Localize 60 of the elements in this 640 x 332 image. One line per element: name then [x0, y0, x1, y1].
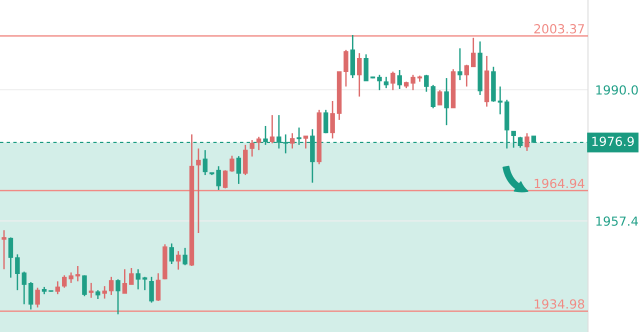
- candlestick: [176, 250, 181, 270]
- candlestick: [470, 37, 476, 68]
- candlestick: [344, 49, 348, 88]
- candlestick: [410, 74, 416, 91]
- candlestick: [62, 274, 67, 288]
- ref-line-label: 1964.94: [534, 178, 584, 188]
- candlestick: [122, 268, 128, 294]
- candlestick: [384, 76, 389, 89]
- ref-line-label: 2003.37: [534, 24, 584, 34]
- candlestick: [88, 282, 94, 298]
- candlestick: [108, 276, 114, 296]
- candlestick: [22, 270, 26, 305]
- y-tick-label: 1990.0: [596, 85, 638, 95]
- candlestick: [290, 132, 295, 150]
- candlestick: [230, 155, 234, 173]
- candlestick: [102, 285, 107, 300]
- candlestick: [330, 100, 335, 140]
- y-tick-label: 1957.4: [596, 216, 638, 226]
- candlestick: [256, 136, 262, 151]
- candlestick: [75, 265, 80, 282]
- candlestick: [182, 247, 188, 266]
- candlestick: [444, 77, 449, 126]
- ref-line-label: 1976.9: [592, 136, 634, 146]
- candlestick: [498, 86, 503, 115]
- candlestick: [156, 272, 161, 302]
- ref-line-label: 1934.98: [534, 299, 584, 309]
- candlestick: [437, 89, 442, 106]
- candlestick: [243, 144, 248, 176]
- candlestick: [202, 149, 208, 176]
- candlestick: [149, 276, 154, 304]
- candlestick: [136, 268, 140, 290]
- candlestick: [524, 132, 530, 152]
- candlestick: [303, 135, 308, 150]
- candlestick: [390, 70, 396, 91]
- candlestick: [129, 267, 134, 286]
- candlestick: [2, 229, 6, 270]
- candlestick: [169, 242, 174, 265]
- candlestick: [68, 272, 74, 284]
- candlestick: [8, 236, 14, 278]
- candlestick: [323, 109, 328, 134]
- candlestick: [28, 281, 34, 310]
- candlestick: [15, 254, 20, 291]
- candlestick: [82, 274, 87, 297]
- candlestick: [430, 84, 436, 109]
- candlestick: [35, 287, 40, 308]
- candlestick: [196, 148, 201, 234]
- candlestick: [424, 74, 429, 92]
- candlestick: [377, 74, 382, 91]
- candlestick: [364, 54, 368, 82]
- candlestick: [55, 280, 60, 295]
- candlestick: [270, 114, 275, 144]
- candlestick: [458, 48, 462, 81]
- candlestick: [236, 155, 242, 185]
- candlestick: [250, 139, 254, 158]
- candlestick: [357, 52, 362, 98]
- candlestick: [464, 64, 470, 88]
- candlestick: [216, 166, 221, 191]
- candlestick: [222, 170, 228, 190]
- candlestick: [397, 69, 402, 90]
- candlestick: [116, 278, 120, 315]
